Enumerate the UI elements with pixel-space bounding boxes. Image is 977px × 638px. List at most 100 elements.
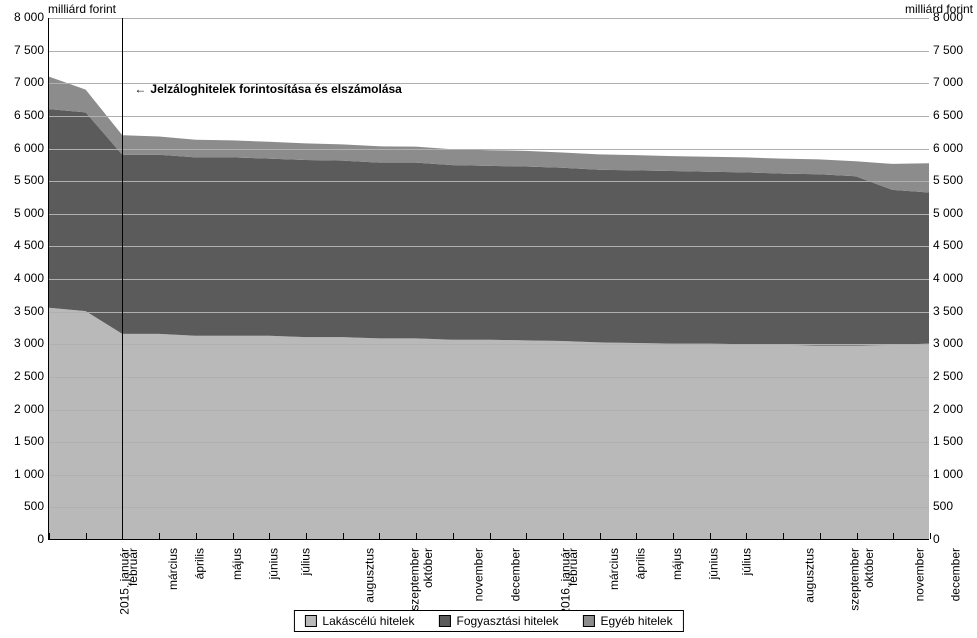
y-tick-label-left: 6 000 <box>14 141 44 155</box>
legend-item: Lakáscélú hitelek <box>304 614 414 628</box>
x-tick <box>416 533 417 539</box>
y-tick-label-right: 8 000 <box>933 10 963 24</box>
gridline <box>49 181 929 182</box>
x-tick <box>930 533 931 539</box>
y-tick-label-left: 3 000 <box>14 336 44 350</box>
y-tick-label-right: 3 500 <box>933 304 963 318</box>
x-tick <box>490 533 491 539</box>
y-tick-label-right: 4 000 <box>933 271 963 285</box>
x-tick <box>857 533 858 539</box>
x-axis-label: április <box>192 548 206 579</box>
x-tick <box>526 533 527 539</box>
gridline <box>49 214 929 215</box>
x-axis-label: április <box>633 548 647 579</box>
x-axis-label: augusztus <box>363 548 377 603</box>
gridline <box>49 149 929 150</box>
x-tick <box>783 533 784 539</box>
x-axis-label: május <box>670 548 684 580</box>
y-tick-label-left: 2 000 <box>14 402 44 416</box>
x-tick <box>710 533 711 539</box>
gridline <box>49 18 929 19</box>
x-tick <box>563 533 564 539</box>
arrow-left-icon: ← <box>134 82 146 96</box>
gridline <box>49 51 929 52</box>
y-tick-label-left: 3 500 <box>14 304 44 318</box>
x-axis-label: március <box>166 548 180 590</box>
gridline <box>49 116 929 117</box>
x-tick <box>673 533 674 539</box>
gridline <box>49 475 929 476</box>
legend: Lakáscélú hitelek Fogyasztási hitelek Egyé… <box>293 610 683 632</box>
y-tick-label-left: 4 000 <box>14 271 44 285</box>
legend-swatch <box>304 615 316 627</box>
x-tick <box>86 533 87 539</box>
y-tick-label-left: 1 500 <box>14 434 44 448</box>
y-tick-label-left: 1 000 <box>14 467 44 481</box>
y-tick-label-left: 6 500 <box>14 108 44 122</box>
x-axis-label: szeptember <box>848 548 862 611</box>
x-axis-label: július <box>299 548 313 575</box>
y-tick-label-right: 7 000 <box>933 75 963 89</box>
x-axis-label: március <box>607 548 621 590</box>
y-tick-label-right: 2 500 <box>933 369 963 383</box>
legend-label: Fogyasztási hitelek <box>456 614 558 628</box>
y-tick-label-left: 7 000 <box>14 75 44 89</box>
y-tick-label-left: 7 500 <box>14 43 44 57</box>
legend-item: Egyéb hitelek <box>583 614 673 628</box>
x-tick <box>453 533 454 539</box>
x-tick <box>233 533 234 539</box>
x-axis-label: február <box>126 548 140 586</box>
y-tick-label-left: 2 500 <box>14 369 44 383</box>
legend-item: Fogyasztási hitelek <box>438 614 558 628</box>
legend-swatch <box>583 615 595 627</box>
y-tick-label-left: 0 <box>37 532 44 546</box>
y-tick-label-right: 500 <box>933 499 953 513</box>
y-tick-label-right: 0 <box>933 532 940 546</box>
y-tick-label-right: 7 500 <box>933 43 963 57</box>
x-tick <box>196 533 197 539</box>
x-axis-label: május <box>230 548 244 580</box>
annotation-label: ←Jelzáloghitelek forintosítása és elszám… <box>134 82 401 96</box>
y-tick-label-right: 5 000 <box>933 206 963 220</box>
y-tick-label-right: 6 500 <box>933 108 963 122</box>
gridline <box>49 377 929 378</box>
y-tick-label-left: 5 000 <box>14 206 44 220</box>
x-axis-label: február <box>566 548 580 586</box>
x-axis-label: június <box>266 548 280 579</box>
y-tick-label-right: 5 500 <box>933 173 963 187</box>
x-axis-label: december <box>949 548 963 601</box>
gridline <box>49 344 929 345</box>
y-tick-label-right: 4 500 <box>933 238 963 252</box>
gridline <box>49 507 929 508</box>
y-tick-label-left: 500 <box>24 499 44 513</box>
chart-container: milliárd forint milliárd forint ←Jelzálo… <box>0 0 977 638</box>
legend-label: Lakáscélú hitelek <box>322 614 414 628</box>
gridline <box>49 410 929 411</box>
x-axis-label: október <box>862 548 876 588</box>
x-axis-label: szeptember <box>407 548 421 611</box>
x-axis-label: július <box>739 548 753 575</box>
x-tick <box>636 533 637 539</box>
x-tick <box>49 533 50 539</box>
x-tick <box>379 533 380 539</box>
x-axis-label: november <box>471 548 485 601</box>
x-axis-label: augusztus <box>803 548 817 603</box>
gridline <box>49 279 929 280</box>
legend-label: Egyéb hitelek <box>601 614 673 628</box>
gridline <box>49 442 929 443</box>
x-tick <box>820 533 821 539</box>
x-tick <box>306 533 307 539</box>
x-tick <box>343 533 344 539</box>
y-tick-label-left: 8 000 <box>14 10 44 24</box>
x-tick <box>746 533 747 539</box>
y-tick-label-left: 4 500 <box>14 238 44 252</box>
gridline <box>49 246 929 247</box>
y-tick-label-right: 1 500 <box>933 434 963 448</box>
plot-area: ←Jelzáloghitelek forintosítása és elszám… <box>48 18 929 540</box>
x-axis-label: október <box>421 548 435 588</box>
y-tick-label-right: 3 000 <box>933 336 963 350</box>
annotation-vline <box>122 18 123 539</box>
y-tick-label-right: 6 000 <box>933 141 963 155</box>
x-axis-label: december <box>508 548 522 601</box>
y-tick-label-right: 1 000 <box>933 467 963 481</box>
